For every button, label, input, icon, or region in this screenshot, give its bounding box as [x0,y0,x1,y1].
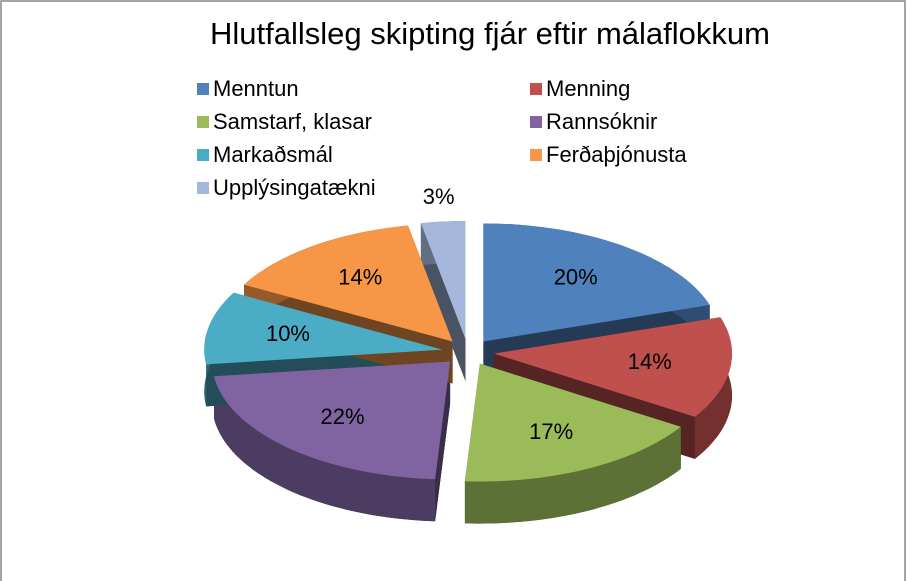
legend-swatch [197,83,209,95]
pie-slice [244,225,453,342]
legend-swatch [530,116,542,128]
pie-slice [494,317,732,417]
legend-label: Ferðaþjónusta [546,142,687,167]
legend-label: Rannsóknir [546,109,657,134]
legend-label: Markaðsmál [213,142,333,167]
pie-slice [214,361,451,480]
pie-slice [483,223,710,342]
legend-swatch [197,116,209,128]
data-label: 14% [338,264,382,289]
data-label: 14% [628,349,672,374]
legend-swatch [197,182,209,194]
pie-slice [420,221,466,340]
data-label: 20% [554,264,598,289]
data-label: 10% [266,321,310,346]
data-label: 17% [529,419,573,444]
data-label: 22% [321,404,365,429]
pie-slice [464,363,681,482]
slice-side [214,376,436,522]
legend-label: Menntun [213,76,299,101]
data-label: 3% [423,184,455,209]
chart-title: Hlutfallsleg skipting fjár eftir málaflo… [210,16,770,51]
legend-label: Upplýsingatækni [213,175,376,200]
legend-swatch [197,149,209,161]
legend-label: Samstarf, klasar [213,109,372,134]
legend-swatch [530,149,542,161]
slice-side [464,426,681,524]
pie-slice [204,292,443,365]
legend-label: Menning [546,76,630,101]
legend-swatch [530,83,542,95]
